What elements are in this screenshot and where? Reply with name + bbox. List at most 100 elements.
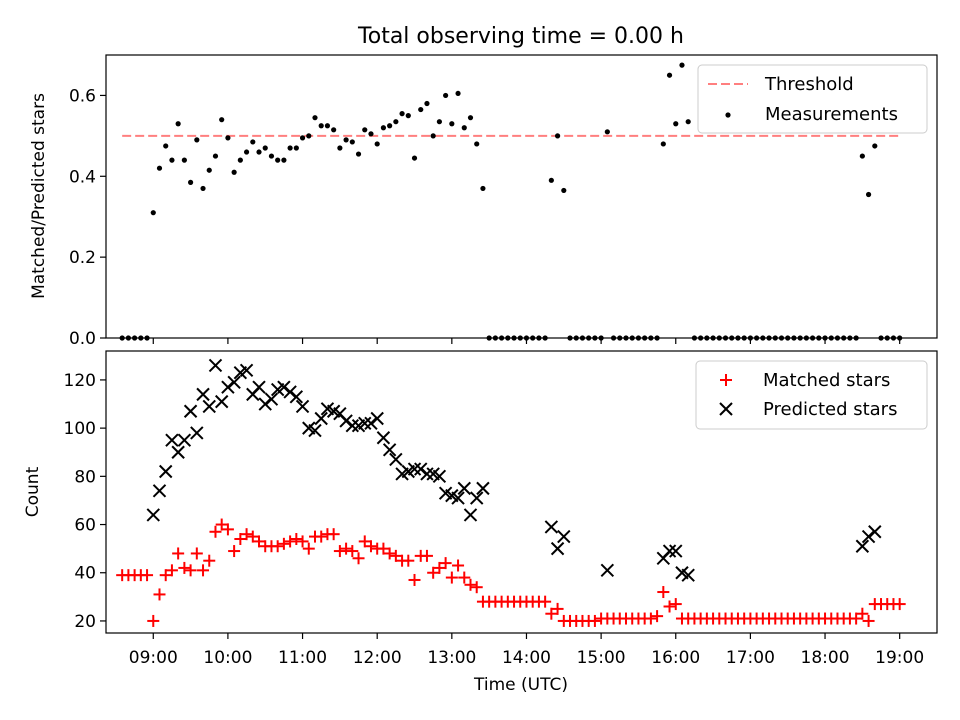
matched-star-point <box>284 535 297 548</box>
count-legend-box <box>695 360 928 430</box>
matched-star-point <box>358 535 371 548</box>
count-x-tick-label: 14:00 <box>502 648 551 668</box>
measurement-point <box>355 151 362 157</box>
measurement-point <box>275 157 281 163</box>
legend-predicted-swatch <box>719 402 733 416</box>
count-y-ticks: 20 40 60 80 100 120 <box>64 371 106 632</box>
ratio-plot-area <box>119 62 903 341</box>
matched-star-point <box>153 588 166 601</box>
matched-star-point <box>221 523 234 536</box>
legend-measurements-swatch <box>725 112 731 118</box>
matched-star-point <box>197 564 210 577</box>
measurement-point <box>163 143 169 149</box>
count-x-tick-label: 16:00 <box>651 648 700 668</box>
matched-star-point <box>856 607 869 620</box>
matched-star-point <box>408 573 421 586</box>
count-y-tick-label: 100 <box>64 419 96 439</box>
measurement-point <box>430 133 436 139</box>
measurement-point <box>368 131 374 137</box>
measurement-point <box>293 145 299 151</box>
measurement-point <box>480 185 486 192</box>
ratio-y-axis-label: Matched/Predicted stars <box>29 93 49 299</box>
measurement-point <box>679 62 685 68</box>
predicted-star-point <box>196 387 210 402</box>
measurement-point <box>443 92 449 99</box>
measurement-point <box>405 113 411 119</box>
matched-star-point <box>340 542 353 555</box>
matched-star-point <box>253 535 266 548</box>
predicted-star-point <box>389 452 403 467</box>
measurement-point <box>225 135 231 141</box>
count-x-tick-label: 17:00 <box>726 648 775 668</box>
matched-star-point <box>420 549 433 562</box>
measurement-point <box>312 115 318 121</box>
predicted-star-point <box>345 419 360 433</box>
measurement-point <box>467 115 474 121</box>
measurement-point <box>299 135 306 141</box>
predicted-star-point <box>550 541 565 556</box>
matched-star-point <box>651 610 664 623</box>
matched-star-point <box>551 602 564 615</box>
measurement-point <box>256 149 262 155</box>
measurement-point <box>318 123 324 129</box>
matched-star-point <box>240 528 253 541</box>
matched-star-point <box>215 518 228 531</box>
ratio-axes-frame <box>105 54 938 339</box>
measurement-point <box>859 153 865 159</box>
count-x-tick-label: 19:00 <box>875 648 924 668</box>
predicted-star-point <box>681 568 695 582</box>
predicted-star-point <box>382 443 397 457</box>
measurement-point <box>250 139 256 145</box>
measurement-point <box>194 137 200 143</box>
measurement-point <box>281 157 287 163</box>
matched-star-point <box>402 554 415 567</box>
matched-star-point <box>352 552 365 565</box>
matched-star-point <box>850 612 863 625</box>
measurement-point <box>604 129 610 135</box>
measurement-point <box>474 141 480 147</box>
predicted-star-point <box>252 380 266 394</box>
matched-star-point <box>141 569 154 582</box>
count-x-tick-label: 09:00 <box>129 648 178 668</box>
matched-star-point <box>862 614 875 627</box>
figure-title: Total observing time = 0.00 h <box>357 24 684 49</box>
legend-threshold-label: Threshold <box>764 74 854 95</box>
matched-star-point <box>657 586 670 599</box>
matched-star-point <box>545 607 558 620</box>
count-panel: 20 40 60 80 100 120 09:00 10:00 11:00 12:00 13:00… <box>23 350 938 695</box>
measurement-point <box>337 145 343 151</box>
measurement-point <box>349 139 355 145</box>
matched-star-point <box>377 542 390 555</box>
predicted-star-point <box>314 411 328 426</box>
ratio-y-tick-label: 0.6 <box>69 86 96 106</box>
predicted-star-point <box>376 431 391 445</box>
measurement-point <box>306 133 312 139</box>
measurement-point <box>262 145 268 151</box>
matched-star-point <box>644 612 657 625</box>
measurement-point <box>387 123 393 129</box>
matched-star-point <box>539 595 552 608</box>
predicted-star-point <box>457 481 471 496</box>
matched-star-point <box>234 533 247 545</box>
measurement-point <box>343 137 349 143</box>
predicted-star-point <box>190 426 204 440</box>
measurement-point <box>418 106 424 113</box>
ratio-y-tick-label: 0.4 <box>69 167 96 187</box>
measurement-point <box>175 121 181 127</box>
measurement-point <box>374 141 380 147</box>
matched-star-point <box>669 598 682 611</box>
matched-star-point <box>663 600 676 613</box>
measurement-point <box>150 210 156 216</box>
measurement-point <box>287 145 293 151</box>
predicted-star-point <box>227 375 241 390</box>
predicted-star-point <box>358 416 372 431</box>
predicted-star-point <box>669 544 683 558</box>
count-x-axis-label: Time (UTC) <box>473 675 568 695</box>
predicted-star-point <box>451 491 465 505</box>
ratio-x-ticks <box>152 338 901 344</box>
predicted-star-point <box>308 423 322 438</box>
predicted-star-point <box>152 484 167 498</box>
predicted-star-point <box>868 525 882 539</box>
matched-star-point <box>588 614 601 627</box>
measurement-point <box>554 133 561 139</box>
